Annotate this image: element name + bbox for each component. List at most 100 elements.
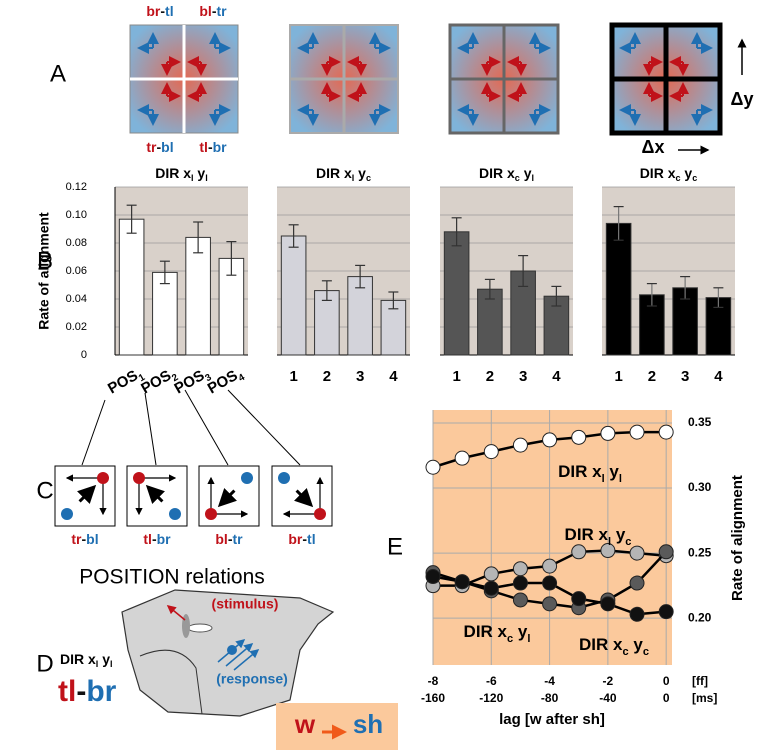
- position-dot: [61, 508, 73, 520]
- error-bar: [613, 206, 624, 241]
- x-tick-label: 2: [648, 368, 656, 385]
- y-tick-label: 0.30: [688, 480, 712, 494]
- series-name: DIR xl yl: [558, 462, 622, 484]
- y-tick-label: 0.04: [66, 293, 87, 305]
- series-name-part: l: [619, 473, 622, 485]
- decoration: [217, 488, 237, 508]
- data-point: [629, 606, 645, 622]
- x-tick-label-part: POS: [171, 367, 207, 398]
- series-name-part: DIR x: [464, 622, 508, 641]
- y-tick-label: 0.06: [66, 265, 87, 277]
- x-unit-label: [ff]: [692, 674, 708, 688]
- error-bar: [518, 255, 529, 287]
- data-point: [483, 444, 499, 460]
- panel-d-title-part: y: [98, 651, 110, 667]
- data-point: [512, 575, 528, 591]
- x-tick-label: 0: [663, 674, 670, 688]
- data-point: [571, 544, 587, 560]
- data-point: [512, 561, 528, 577]
- relation-label-part: tr: [233, 531, 244, 547]
- x-tick-label: 1: [452, 368, 460, 385]
- series-name-part: l: [602, 473, 605, 485]
- bar: [280, 235, 307, 356]
- x2-tick-label: 0: [663, 691, 670, 705]
- relation-label-part: tl: [307, 531, 316, 547]
- x2-tick-label: -160: [421, 691, 445, 705]
- data-point: [542, 558, 558, 574]
- error-bar: [159, 260, 170, 285]
- bar: [380, 299, 407, 356]
- decoration: [225, 643, 254, 667]
- panel-title-part: y: [681, 165, 693, 181]
- x-tick-label-part: 3: [203, 372, 214, 385]
- legend-from: w: [294, 709, 316, 739]
- data-point: [483, 566, 499, 582]
- relation-label-part: br: [146, 3, 161, 19]
- data-point: [658, 544, 674, 560]
- x-tick-label: 4: [714, 368, 723, 385]
- panel-title-part: c: [692, 173, 697, 183]
- relation-label-part: tr: [146, 139, 157, 155]
- x-tick-label: -4: [544, 674, 555, 688]
- relation-label: tl-br: [199, 139, 227, 155]
- decoration: [227, 389, 301, 466]
- panel-d-relation-part: -: [76, 675, 86, 708]
- error-bar: [451, 217, 462, 247]
- stimulus-label: (stimulus): [212, 596, 279, 612]
- legend-to: sh: [353, 709, 383, 739]
- series-name-part: y: [629, 635, 644, 654]
- error-bar: [226, 241, 237, 276]
- position-dot: [278, 472, 290, 484]
- data-point: [542, 596, 558, 612]
- error-bar: [355, 264, 366, 289]
- x-tick-label: 2: [486, 368, 494, 385]
- x2-tick-label: -120: [479, 691, 503, 705]
- bar: [443, 231, 470, 356]
- error-bar: [321, 280, 332, 301]
- x2-tick-label: -40: [599, 691, 617, 705]
- relation-label-part: -: [152, 531, 157, 547]
- relation-label: tr-bl: [71, 531, 98, 547]
- error-bar: [713, 287, 724, 308]
- y-tick-label: 0.02: [66, 321, 87, 333]
- relation-label-part: tl: [165, 3, 174, 19]
- panel-d-title-part: l: [110, 659, 113, 669]
- decoration: [166, 605, 186, 621]
- panel-title-part: c: [366, 173, 371, 183]
- x-tick-label: 3: [519, 368, 527, 385]
- decoration: [81, 399, 106, 466]
- relation-label-part: -: [302, 531, 307, 547]
- series-name-part: c: [643, 646, 649, 658]
- x-tick-label: 3: [681, 368, 689, 385]
- panel-title: DIR xc yl: [479, 165, 534, 184]
- data-point: [658, 604, 674, 620]
- data-point: [425, 459, 441, 475]
- x-tick-label: 1: [614, 368, 622, 385]
- relation-label: br-tl: [146, 3, 173, 19]
- panel-letter: C: [36, 477, 53, 504]
- position-dot: [169, 508, 181, 520]
- y-axis-label: Rate of alignment: [729, 475, 746, 601]
- x-tick-label-part: POS: [105, 367, 141, 398]
- data-point: [629, 545, 645, 561]
- data-point: [658, 424, 674, 440]
- fly-wing: [187, 623, 213, 633]
- relation-label-part: -: [212, 3, 217, 19]
- panel-title-part: l: [352, 173, 355, 183]
- decoration: [217, 639, 246, 663]
- bar: [347, 276, 373, 356]
- series-name-part: DIR x: [558, 462, 602, 481]
- relation-label: bl-tr: [215, 531, 243, 547]
- panel-title-part: y: [520, 165, 532, 181]
- data-point: [512, 592, 528, 608]
- y-tick-label: 0.25: [688, 545, 712, 559]
- relation-label-part: br: [213, 139, 228, 155]
- bar: [477, 288, 503, 356]
- x-tick-label: -8: [428, 674, 439, 688]
- relation-label-part: br: [157, 531, 172, 547]
- panel-d-title: DIR xl yl: [60, 651, 113, 670]
- panel-d-relation-part: tl: [58, 675, 76, 708]
- series-name: DIR xc yl: [464, 622, 531, 644]
